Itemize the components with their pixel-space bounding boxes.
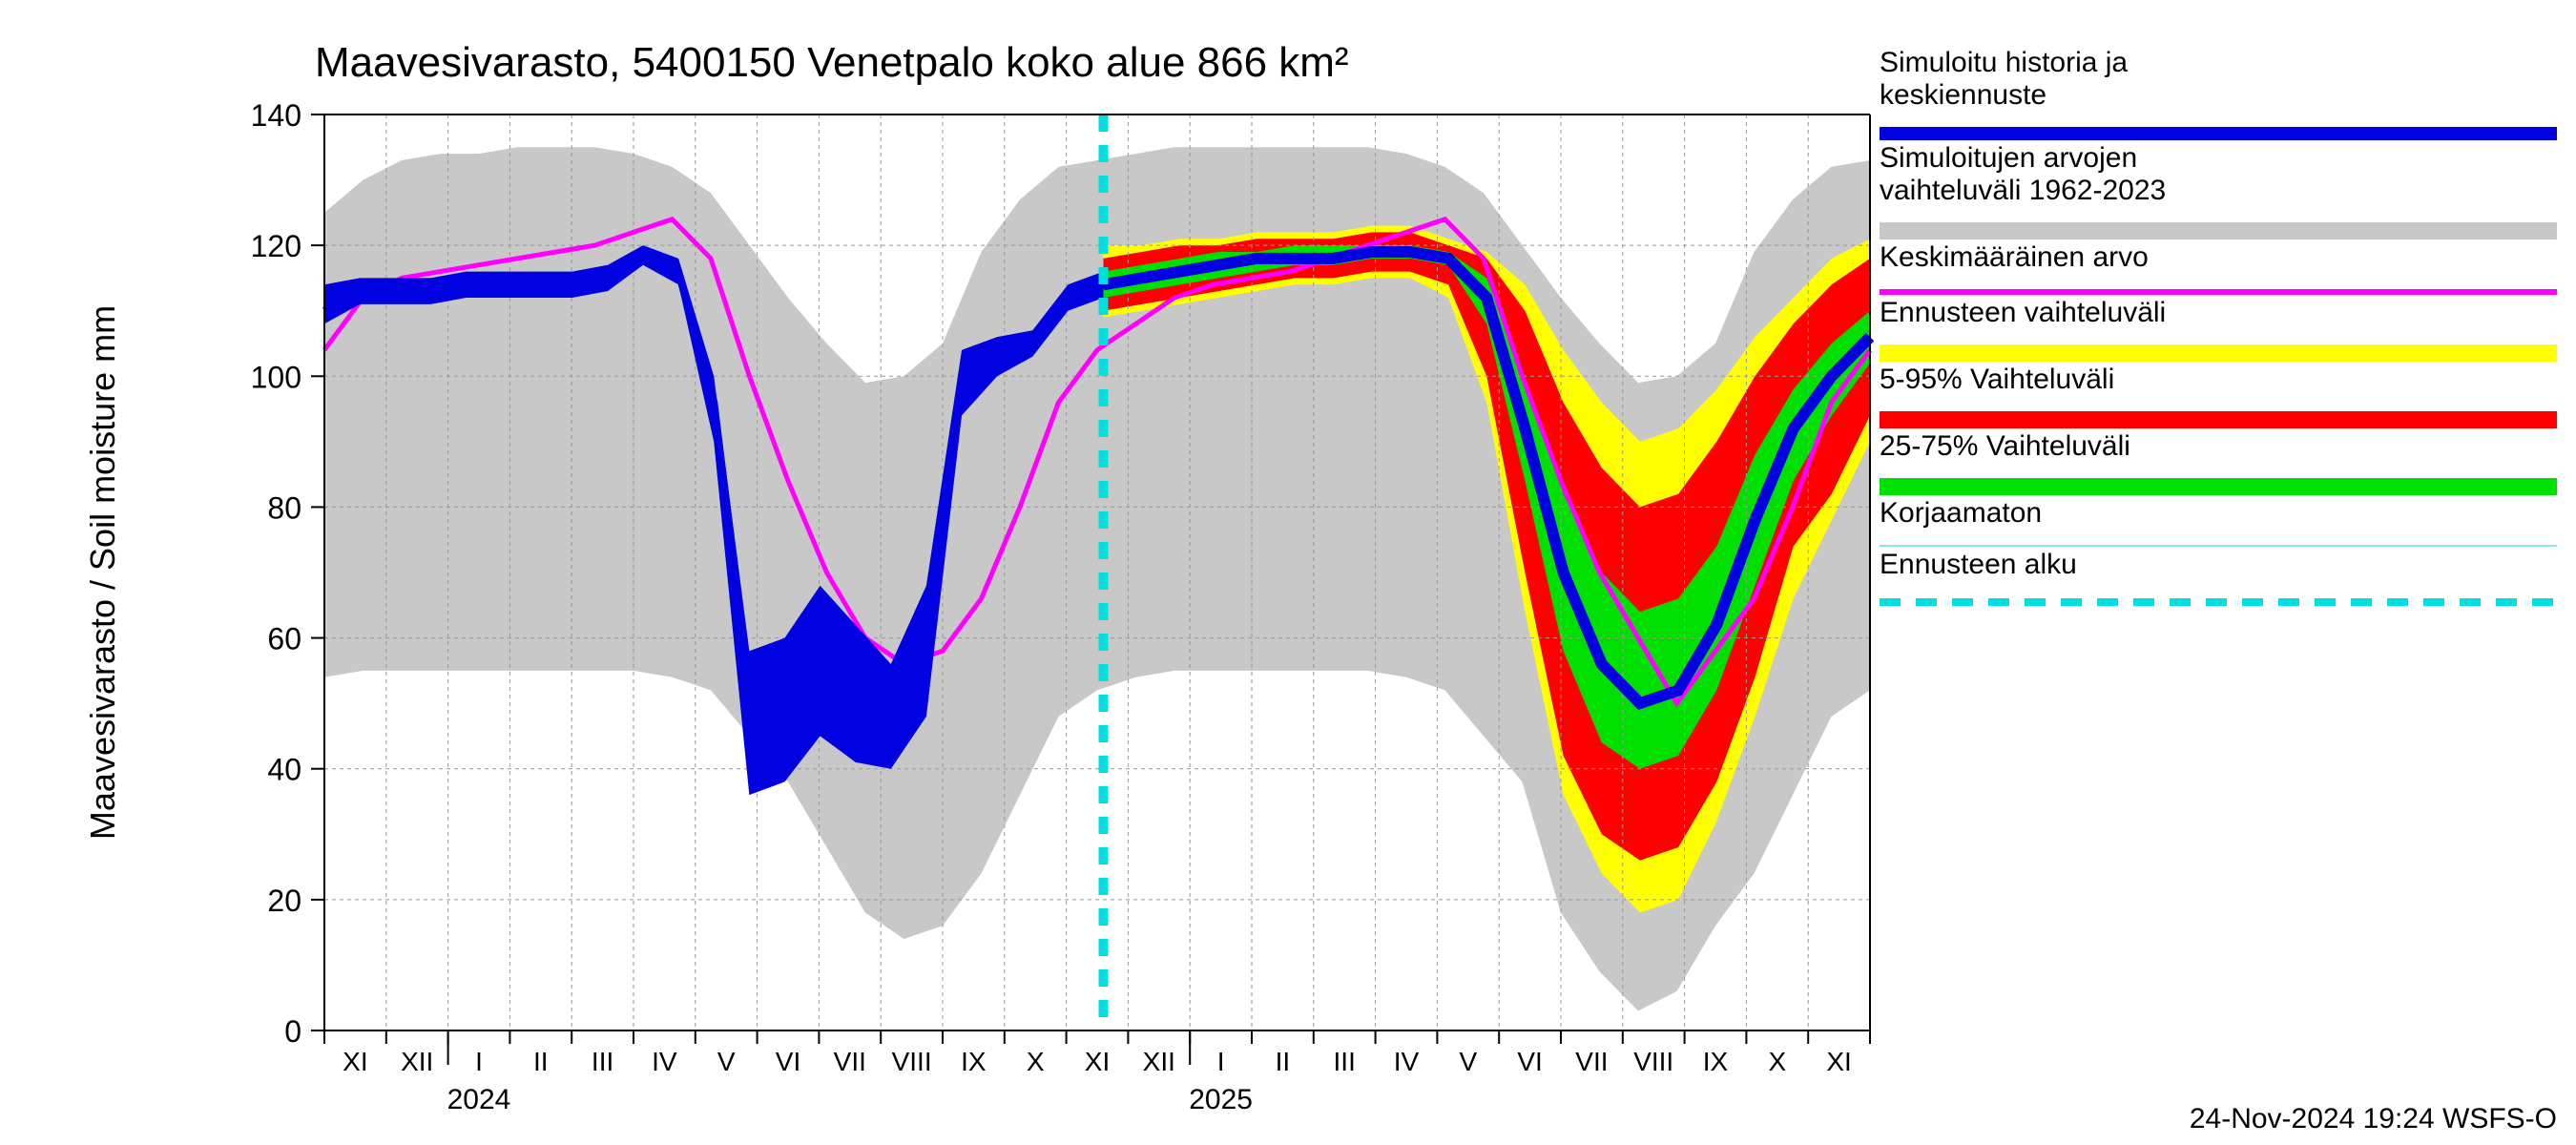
chart-title: Maavesivarasto, 5400150 Venetpalo koko a…: [315, 39, 1349, 86]
y-tick-label: 120: [251, 229, 301, 263]
legend-label: 5-95% Vaihteluväli: [1880, 364, 2114, 395]
x-month-label: VIII: [1633, 1047, 1673, 1076]
x-month-label: XII: [401, 1047, 433, 1076]
x-month-label: X: [1768, 1047, 1786, 1076]
x-month-label: XII: [1143, 1047, 1175, 1076]
footer-text: 24-Nov-2024 19:24 WSFS-O: [2190, 1103, 2557, 1135]
x-month-label: VIII: [892, 1047, 932, 1076]
x-month-label: VII: [1575, 1047, 1608, 1076]
x-month-label: XI: [1085, 1047, 1110, 1076]
legend-swatch: [1880, 127, 2557, 140]
x-month-label: I: [1217, 1047, 1225, 1076]
x-month-label: IX: [961, 1047, 987, 1076]
y-tick-label: 40: [267, 753, 301, 787]
legend-label: Simuloitujen arvojen: [1880, 142, 2137, 174]
legend-label: 25-75% Vaihteluväli: [1880, 430, 2130, 462]
y-axis-label: Maavesivarasto / Soil moisture mm: [83, 305, 122, 840]
legend-label: Ennusteen alku: [1880, 549, 2077, 580]
y-tick-label: 80: [267, 490, 301, 525]
x-month-label: I: [475, 1047, 483, 1076]
x-month-label: VI: [776, 1047, 800, 1076]
x-month-label: XI: [1826, 1047, 1851, 1076]
x-month-label: XI: [343, 1047, 367, 1076]
legend-swatch: [1880, 545, 2557, 547]
x-month-label: V: [1459, 1047, 1477, 1076]
legend-swatch: [1880, 411, 2557, 428]
y-tick-label: 60: [267, 622, 301, 656]
x-month-label: IV: [1394, 1047, 1420, 1076]
legend-swatch: [1880, 478, 2557, 495]
x-month-label: II: [1276, 1047, 1291, 1076]
x-year-label: 2025: [1189, 1084, 1253, 1115]
legend-label: Ennusteen vaihteluväli: [1880, 297, 2166, 328]
x-month-label: V: [717, 1047, 736, 1076]
x-month-label: III: [592, 1047, 613, 1076]
legend-swatch: [1880, 289, 2557, 295]
chart-container: 020406080100120140XIXIIIIIIIIIVVVIVIIVII…: [0, 0, 2576, 1145]
legend-label: keskiennuste: [1880, 79, 2046, 111]
legend-label: Keskimääräinen arvo: [1880, 241, 2149, 273]
x-year-label: 2024: [447, 1084, 511, 1115]
x-month-label: IV: [652, 1047, 677, 1076]
x-month-label: III: [1334, 1047, 1356, 1076]
y-tick-label: 0: [284, 1014, 301, 1049]
x-month-label: X: [1027, 1047, 1045, 1076]
legend-label: Korjaamaton: [1880, 497, 2042, 529]
y-tick-label: 20: [267, 884, 301, 918]
x-month-label: II: [533, 1047, 549, 1076]
x-month-label: IX: [1703, 1047, 1729, 1076]
x-month-label: VII: [834, 1047, 866, 1076]
y-tick-label: 100: [251, 360, 301, 394]
y-tick-label: 140: [251, 98, 301, 133]
x-month-label: VI: [1517, 1047, 1542, 1076]
legend-label: Simuloitu historia ja: [1880, 47, 2128, 78]
chart-svg: 020406080100120140XIXIIIIIIIIIVVVIVIIVII…: [0, 0, 2576, 1145]
legend-label: vaihteluväli 1962-2023: [1880, 175, 2166, 206]
legend-swatch: [1880, 222, 2557, 239]
legend-swatch: [1880, 344, 2557, 362]
